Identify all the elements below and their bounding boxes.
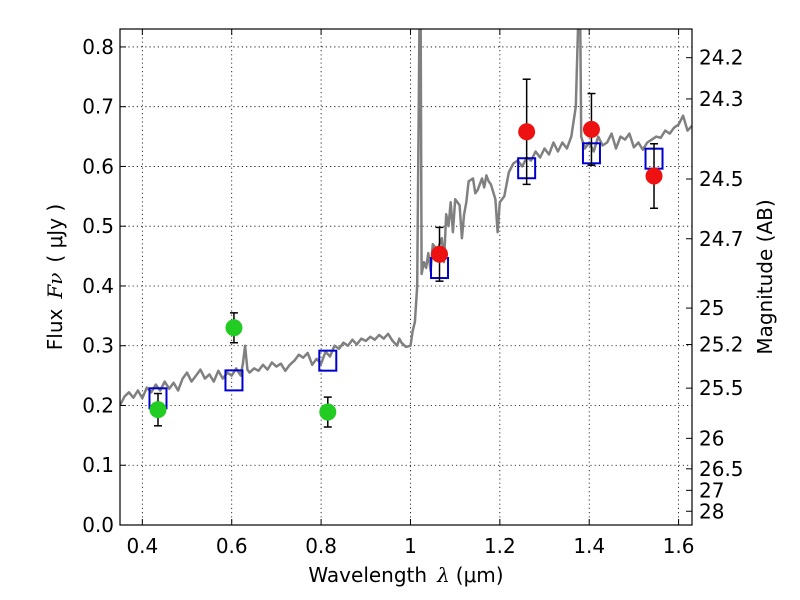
y-tick-label: 0.4 xyxy=(82,274,114,298)
y-axis-label: Flux Fν ( μJy ) xyxy=(43,204,67,350)
sed-model-line xyxy=(120,29,692,407)
x-tick-label: 1.2 xyxy=(484,534,516,558)
model-photometry-square xyxy=(318,349,338,372)
y-tick-label: 0.8 xyxy=(82,35,114,59)
x-tick-label: 1 xyxy=(404,534,417,558)
y-axis-label-text: Flux xyxy=(43,308,67,350)
y-tick-label: 0.0 xyxy=(82,513,114,537)
x-tick-label: 0.6 xyxy=(216,534,248,558)
x-tick-label: 1.4 xyxy=(573,534,605,558)
y-tick-label: 0.5 xyxy=(82,214,114,238)
axis-ticks: 0.4 0.6 0.8 1 1.2 1.4 1.6 0.0 0.1 0.2 0.3 0.4 0.5 0.6… xyxy=(82,29,744,558)
right-tick-label: 25.5 xyxy=(699,376,744,400)
right-tick-label: 24.5 xyxy=(699,167,744,191)
model-photometry-square xyxy=(224,369,244,392)
right-tick-label: 25 xyxy=(699,296,724,320)
x-tick-label: 0.4 xyxy=(126,534,158,558)
x-axis-label: Wavelength λ (μm) xyxy=(308,563,503,587)
right-tick-label: 26 xyxy=(699,426,724,450)
observed-flux-point xyxy=(645,167,663,185)
plot-background xyxy=(120,29,692,525)
y-tick-label: 0.6 xyxy=(82,154,114,178)
x-axis-label-text: Wavelength xyxy=(308,563,427,587)
y-axis-label-symbol: Fν xyxy=(43,273,67,300)
plot-frame xyxy=(119,28,693,526)
right-tick-label: 24.2 xyxy=(699,46,744,70)
observed-flux-point xyxy=(319,403,337,421)
observed-flux-point xyxy=(225,319,243,337)
x-tick-label: 1.6 xyxy=(663,534,695,558)
right-tick-label: 27 xyxy=(699,478,724,502)
observed-flux-point xyxy=(518,123,536,141)
right-axis-label: Magnitude (AB) xyxy=(753,199,777,354)
y-tick-label: 0.7 xyxy=(82,95,114,119)
data-layer xyxy=(120,29,692,428)
observed-flux-point xyxy=(149,401,167,419)
observed-flux-point xyxy=(431,245,449,263)
x-axis-label-unit: (μm) xyxy=(456,563,504,587)
x-tick-label: 0.8 xyxy=(305,534,337,558)
x-axis-label-symbol: λ xyxy=(436,563,450,587)
right-tick-label: 28 xyxy=(699,499,724,523)
right-tick-label: 24.3 xyxy=(699,87,744,111)
y-tick-label: 0.1 xyxy=(82,453,114,477)
right-tick-label: 24.7 xyxy=(699,227,744,251)
observed-flux-point xyxy=(582,120,600,138)
y-axis-label-unit: ( μJy ) xyxy=(43,204,67,263)
y-tick-label: 0.3 xyxy=(82,334,114,358)
right-tick-label: 25.2 xyxy=(699,333,744,357)
right-tick-label: 26.5 xyxy=(699,457,744,481)
y-tick-label: 0.2 xyxy=(82,393,114,417)
